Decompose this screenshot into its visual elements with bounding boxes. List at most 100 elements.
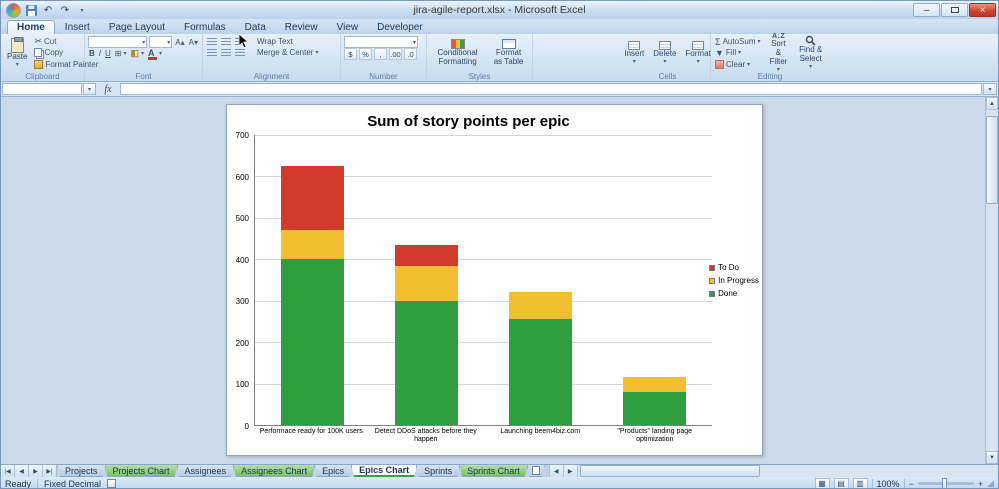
decrease-decimal-button[interactable]: .0 xyxy=(404,48,417,60)
sheet-tab-projects-chart[interactable]: Projects Chart xyxy=(105,465,178,477)
sheet-nav-button-0[interactable]: |◀ xyxy=(1,465,15,477)
insert-worksheet-button[interactable] xyxy=(527,465,545,477)
office-button[interactable] xyxy=(6,2,21,18)
fill-color-button[interactable]: ◧ ▾ xyxy=(130,48,146,59)
align-bottom-button[interactable] xyxy=(234,36,246,47)
scroll-down-button[interactable]: ▼ xyxy=(986,451,998,464)
font-color-button[interactable]: A ▾ xyxy=(147,48,163,60)
sheet-tab-projects[interactable]: Projects xyxy=(57,465,106,477)
horizontal-scroll-track[interactable] xyxy=(578,465,998,477)
format-cells-button[interactable]: Format ▾ xyxy=(682,36,713,70)
font-size-select[interactable]: ▾ xyxy=(149,36,173,48)
sheet-nav-button-3[interactable]: ▶| xyxy=(43,465,57,477)
format-painter-button[interactable]: Format Painter xyxy=(33,59,99,70)
italic-button[interactable]: I xyxy=(98,48,102,59)
name-box-dropdown[interactable]: ▾ xyxy=(83,83,96,95)
chevron-down-icon: ▾ xyxy=(167,39,171,46)
number-format-select[interactable]: ▾ xyxy=(344,36,418,48)
sort-filter-icon: A↓Z xyxy=(772,32,785,40)
font-name-select[interactable]: ▾ xyxy=(88,36,148,48)
bar-slot xyxy=(598,135,712,425)
legend-item-to-do: To Do xyxy=(709,263,759,272)
align-middle-button[interactable] xyxy=(220,36,232,47)
formula-input[interactable] xyxy=(120,83,982,95)
paste-button[interactable]: Paste ▾ xyxy=(4,36,30,70)
vertical-scrollbar[interactable]: ▲ ▼ xyxy=(985,97,998,464)
minimize-button[interactable]: – xyxy=(913,3,940,17)
insert-cells-button[interactable]: Insert ▾ xyxy=(621,36,647,70)
align-top-button[interactable] xyxy=(206,36,218,47)
horizontal-scroll-thumb[interactable] xyxy=(579,465,760,477)
legend-swatch xyxy=(709,277,716,284)
chart-panel[interactable]: Sum of story points per epic 0 100 200 300 4… xyxy=(226,104,763,456)
zoom-slider-handle[interactable] xyxy=(941,478,947,488)
sort-filter-button[interactable]: A↓Z Sort & Filter ▾ xyxy=(765,32,793,73)
sheet-tab-sprints[interactable]: Sprints xyxy=(416,465,460,477)
scroll-right-button[interactable]: ▶ xyxy=(563,465,578,477)
ribbon-tab-developer[interactable]: Developer xyxy=(377,22,423,33)
shrink-font-button[interactable]: A▾ xyxy=(188,37,199,48)
sheet-tab-epics[interactable]: Epics xyxy=(314,465,352,477)
close-button[interactable]: × xyxy=(969,3,996,17)
chevron-down-icon: ▾ xyxy=(412,39,416,46)
ribbon-tab-data[interactable]: Data xyxy=(244,22,266,33)
sheet-tab-epics-chart[interactable]: Epics Chart xyxy=(351,465,417,477)
percent-format-button[interactable]: % xyxy=(359,48,372,60)
comma-format-button[interactable]: , xyxy=(374,48,387,60)
clear-button[interactable]: Clear ▾ xyxy=(714,59,762,70)
wrap-text-button[interactable]: Wrap Text xyxy=(256,36,294,47)
sheet-tab-assignees-chart[interactable]: Assignees Chart xyxy=(233,465,315,477)
scroll-left-button[interactable]: ◀ xyxy=(549,465,564,477)
expand-formula-bar-button[interactable]: ▾ xyxy=(983,83,997,95)
customize-qat-button[interactable]: ▾ xyxy=(75,4,89,17)
align-right-button[interactable] xyxy=(234,47,246,58)
grow-font-button[interactable]: A▴ xyxy=(174,37,185,48)
macro-record-button[interactable] xyxy=(107,479,117,488)
sheet-tab-assignees[interactable]: Assignees xyxy=(177,465,235,477)
find-select-button[interactable]: Find & Select ▾ xyxy=(795,36,826,70)
vertical-scroll-track[interactable] xyxy=(986,110,998,451)
align-left-button[interactable] xyxy=(206,47,218,58)
cut-button[interactable]: ✂ Cut xyxy=(33,36,99,47)
vertical-scroll-thumb[interactable] xyxy=(986,116,998,204)
increase-decimal-button[interactable]: .00 xyxy=(389,48,402,60)
borders-button[interactable]: ⊞ ▾ xyxy=(114,48,128,59)
page-layout-view-button[interactable]: ▤ xyxy=(833,478,849,488)
insert-function-button[interactable]: fx xyxy=(104,83,112,95)
horizontal-scrollbar[interactable]: ◀ ▶ xyxy=(548,465,998,477)
name-box[interactable] xyxy=(2,83,82,95)
ribbon-tab-insert[interactable]: Insert xyxy=(64,22,90,33)
ribbon-tab-page-layout[interactable]: Page Layout xyxy=(108,22,165,33)
ribbon-tab-formulas[interactable]: Formulas xyxy=(183,22,226,33)
sheet-nav-button-2[interactable]: ▶ xyxy=(29,465,43,477)
redo-button[interactable]: ↷ xyxy=(58,4,72,17)
normal-view-button[interactable]: ▦ xyxy=(814,478,830,488)
save-button[interactable] xyxy=(24,4,38,17)
ribbon-tab-review[interactable]: Review xyxy=(284,22,318,33)
scroll-up-button[interactable]: ▲ xyxy=(986,97,998,110)
zoom-in-button[interactable]: + xyxy=(977,478,984,489)
merge-center-button[interactable]: Merge & Center ▾ xyxy=(256,47,319,58)
zoom-out-button[interactable]: − xyxy=(908,478,914,489)
sheet-tab-sprints-chart[interactable]: Sprints Chart xyxy=(459,465,528,477)
page-break-view-button[interactable]: ▥ xyxy=(852,478,868,488)
cells-group-label: Cells xyxy=(658,72,677,81)
ribbon-tab-view[interactable]: View xyxy=(336,22,359,33)
format-as-table-button[interactable]: Format as Table xyxy=(488,36,529,70)
copy-button[interactable]: Copy xyxy=(33,47,99,58)
conditional-formatting-button[interactable]: Conditional Formatting xyxy=(430,36,485,70)
sheet-nav-button-1[interactable]: ◀ xyxy=(15,465,29,477)
page-layout-view-icon: ▤ xyxy=(837,479,845,488)
zoom-slider[interactable] xyxy=(917,478,974,488)
bold-button[interactable]: B xyxy=(88,48,96,59)
undo-button[interactable]: ↶ xyxy=(41,4,55,17)
autosum-button[interactable]: Σ AutoSum ▾ xyxy=(714,36,762,47)
align-center-button[interactable] xyxy=(220,47,232,58)
currency-format-button[interactable]: $ xyxy=(344,48,357,60)
ribbon-tab-home[interactable]: Home xyxy=(7,20,55,34)
fill-button[interactable]: ▼ Fill ▾ xyxy=(714,47,762,58)
underline-button[interactable]: U xyxy=(104,48,112,59)
chevron-down-icon: ▾ xyxy=(988,86,992,93)
delete-cells-button[interactable]: Delete ▾ xyxy=(650,36,679,70)
maximize-button[interactable] xyxy=(941,3,968,17)
